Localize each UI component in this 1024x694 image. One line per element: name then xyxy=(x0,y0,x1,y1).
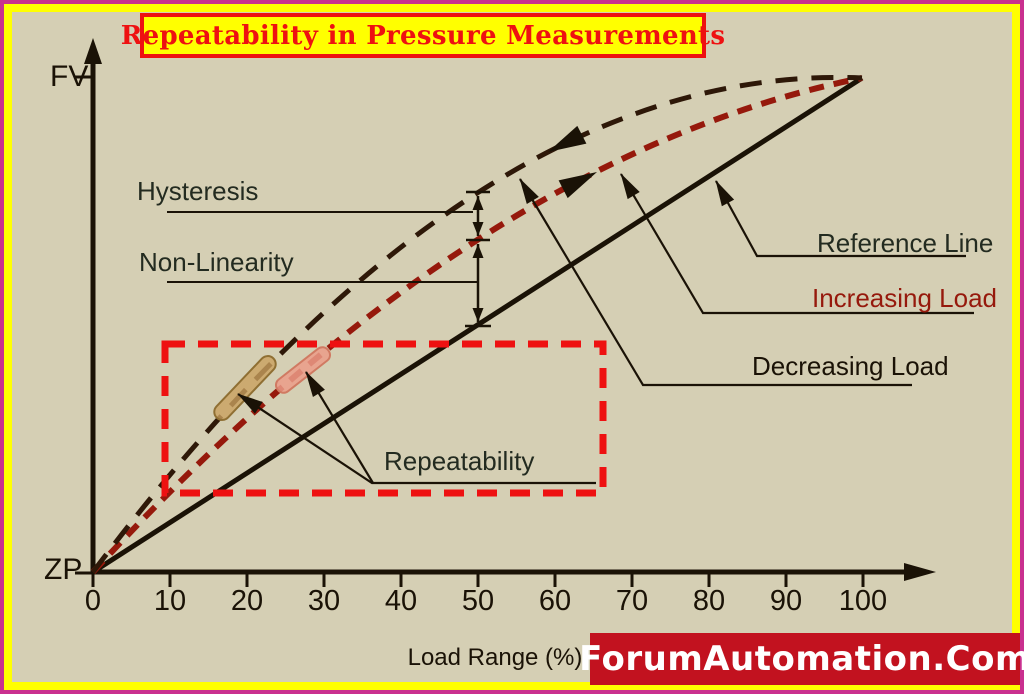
x-tick-label-90: 90 xyxy=(769,585,803,617)
x-axis-arrow-icon xyxy=(904,563,936,581)
x-tick-label-70: 70 xyxy=(615,585,649,617)
axes xyxy=(75,38,936,587)
decreasing-load-label: Decreasing Load xyxy=(752,351,949,381)
reference-line-label: Reference Line xyxy=(817,228,994,258)
x-axis-ticks xyxy=(91,572,865,587)
hysteresis-label: Hysteresis xyxy=(137,176,259,206)
watermark-banner: ForumAutomation.Com xyxy=(579,633,1024,685)
x-tick-label-60: 60 xyxy=(538,585,572,617)
increasing-direction-arrow-icon xyxy=(558,172,597,199)
decreasing-direction-arrow-icon xyxy=(548,125,587,152)
x-tick-label-10: 10 xyxy=(153,585,187,617)
x-tick-label-100: 100 xyxy=(838,585,888,617)
repeatability-focus-box xyxy=(161,340,607,497)
x-axis-title: Load Range (%) xyxy=(407,644,583,671)
y-axis-bottom-label: ZP xyxy=(44,553,83,586)
x-tick-label-20: 20 xyxy=(230,585,264,617)
repeatability-leader-increasing xyxy=(305,371,374,484)
watermark-text: ForumAutomation.Com xyxy=(579,639,1024,679)
repeatability-highlight-decreasing xyxy=(213,355,277,421)
chart-title: Repeatability in Pressure Measurements xyxy=(120,20,726,51)
repeatability-label: Repeatability xyxy=(384,446,535,476)
reference-line-leader xyxy=(715,180,966,258)
x-tick-label-40: 40 xyxy=(384,585,418,617)
increasing-load-leader xyxy=(620,173,974,315)
increasing-load-label: Increasing Load xyxy=(812,283,998,313)
non-linearity-label: Non-Linearity xyxy=(139,247,294,277)
y-axis-top-label: FV xyxy=(50,60,89,93)
x-tick-label-50: 50 xyxy=(461,585,495,617)
chart-title-box: Repeatability in Pressure Measurements xyxy=(121,13,725,58)
y-axis-arrow-icon xyxy=(84,38,102,64)
x-tick-label-80: 80 xyxy=(692,585,726,617)
x-tick-label-30: 30 xyxy=(307,585,341,617)
decreasing-load-leader xyxy=(519,178,912,387)
annotation-lines xyxy=(167,173,974,485)
x-tick-label-0: 0 xyxy=(84,585,102,617)
